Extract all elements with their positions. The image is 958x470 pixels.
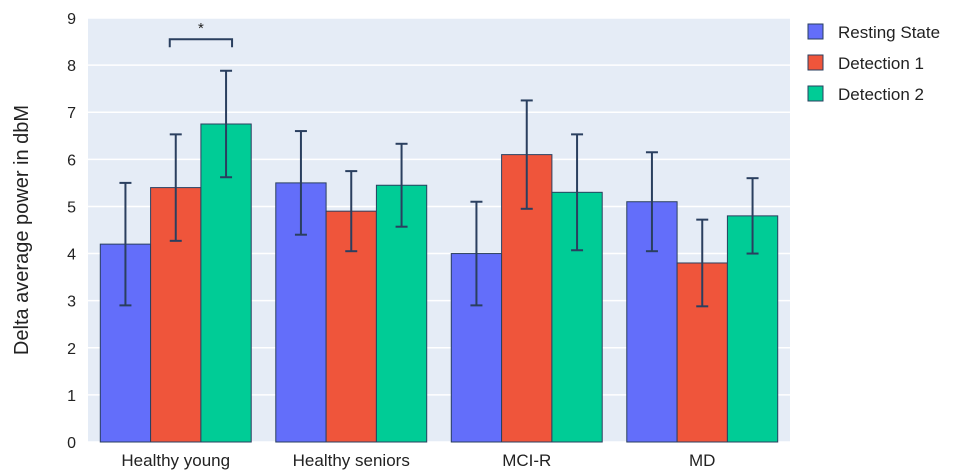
legend-label: Detection 1 <box>838 54 924 73</box>
x-tick-label: MD <box>689 451 715 470</box>
error-bar <box>470 200 483 307</box>
y-tick-label: 5 <box>67 199 76 216</box>
x-tick-label: Healthy young <box>121 451 230 470</box>
y-axis-label: Delta average power in dbM <box>11 105 33 355</box>
error-bar <box>395 142 408 228</box>
error-bar <box>746 177 759 255</box>
y-tick-label: 6 <box>67 152 76 169</box>
error-bar <box>696 218 709 308</box>
legend-swatch <box>807 85 824 102</box>
y-tick-label: 8 <box>67 58 76 75</box>
y-tick-label: 3 <box>67 294 76 311</box>
legend-item: Resting State <box>807 23 940 42</box>
x-tick-label: Healthy seniors <box>293 451 410 470</box>
legend-label: Resting State <box>838 23 940 42</box>
legend-item: Detection 1 <box>807 54 924 73</box>
x-tick-label: MCI-R <box>502 451 551 470</box>
error-bar <box>645 151 658 253</box>
significance-annotations: * <box>168 20 234 48</box>
y-tick-label: 2 <box>67 341 76 358</box>
y-tick-label: 9 <box>67 11 76 28</box>
error-bar <box>345 170 358 253</box>
y-tick-label: 0 <box>67 435 76 452</box>
legend-swatch <box>807 54 824 71</box>
y-tick-label: 1 <box>67 388 76 405</box>
error-bar <box>169 133 182 242</box>
significance-marker: * <box>198 20 204 37</box>
x-axis-labels: Healthy young Healthy seniors MCI-R MD <box>121 451 715 470</box>
error-bar <box>119 181 132 307</box>
legend-label: Detection 2 <box>838 85 924 104</box>
error-bar <box>520 99 533 210</box>
legend: Resting State Detection 1 Detection 2 <box>807 23 940 104</box>
legend-item: Detection 2 <box>807 85 924 104</box>
error-bar <box>220 69 233 179</box>
y-tick-label: 7 <box>67 105 76 122</box>
error-bar <box>571 133 584 252</box>
legend-swatch <box>807 23 824 40</box>
error-bars <box>119 69 759 308</box>
error-bar <box>294 130 307 236</box>
significance-bracket: * <box>168 20 234 48</box>
y-tick-label: 4 <box>67 247 76 264</box>
y-axis-ticks: 0 1 2 3 4 5 6 7 8 9 <box>67 11 76 452</box>
